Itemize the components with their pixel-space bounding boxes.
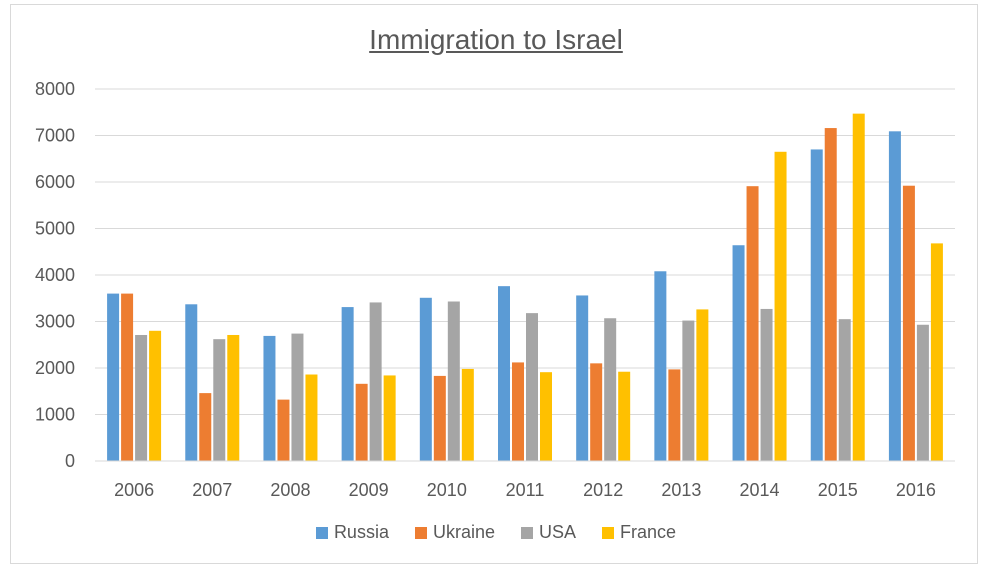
- x-tick-label: 2008: [270, 480, 310, 500]
- y-tick-label: 8000: [35, 79, 75, 99]
- bar-usa-2011: [526, 313, 538, 461]
- bar-france-2007: [227, 334, 240, 461]
- legend-swatch: [521, 526, 533, 539]
- bar-ukraine-2009: [355, 383, 368, 461]
- bar-france-2010: [461, 368, 474, 461]
- bar-france-2012: [618, 371, 631, 461]
- bar-ukraine-2010: [433, 375, 446, 461]
- x-tick-label: 2015: [818, 480, 858, 500]
- x-tick-label: 2012: [583, 480, 623, 500]
- bar-usa-2007: [213, 339, 226, 461]
- x-tick-label: 2014: [740, 480, 780, 500]
- bar-ukraine-2008: [277, 399, 290, 461]
- bar-france-2015: [852, 113, 865, 462]
- bar-usa-2009: [369, 302, 382, 461]
- bar-russia-2008: [263, 335, 276, 461]
- bar-france-2013: [696, 309, 709, 461]
- bar-france-2016: [930, 243, 943, 461]
- bar-russia-2010: [419, 297, 432, 461]
- legend-item-usa: USA: [521, 522, 576, 543]
- bar-usa-2013: [682, 320, 695, 461]
- bar-ukraine-2016: [902, 185, 915, 461]
- x-tick-label: 2006: [114, 480, 154, 500]
- legend-swatch: [414, 526, 427, 539]
- bar-russia-2007: [185, 304, 198, 461]
- x-tick-label: 2016: [896, 480, 936, 500]
- bar-ukraine-2015: [824, 128, 837, 461]
- bar-russia-2009: [341, 307, 354, 461]
- y-tick-label: 6000: [35, 172, 75, 192]
- bar-usa-2008: [291, 333, 304, 461]
- legend-item-ukraine: Ukraine: [414, 522, 495, 543]
- bar-france-2008: [305, 374, 318, 461]
- legend-label: Ukraine: [432, 522, 495, 542]
- y-tick-label: 0: [65, 451, 75, 471]
- bar-ukraine-2014: [746, 186, 759, 461]
- bar-ukraine-2011: [512, 362, 524, 461]
- bar-russia-2012: [576, 295, 589, 461]
- bar-ukraine-2006: [121, 293, 134, 461]
- bar-france-2006: [149, 330, 162, 461]
- bar-ukraine-2012: [590, 363, 603, 461]
- bar-usa-2010: [447, 301, 460, 461]
- bar-russia-2015: [810, 149, 823, 461]
- x-tick-label: 2013: [661, 480, 701, 500]
- legend-item-france: France: [602, 522, 676, 543]
- bar-russia-2006: [107, 293, 120, 461]
- y-tick-label: 2000: [35, 358, 75, 378]
- x-tick-label: 2009: [349, 480, 389, 500]
- chart-legend: Russia Ukraine USA France: [0, 522, 992, 543]
- y-tick-label: 7000: [35, 126, 75, 146]
- legend-label: USA: [539, 522, 577, 542]
- bar-usa-2015: [838, 319, 851, 461]
- bar-usa-2012: [604, 318, 617, 461]
- legend-item-russia: Russia: [315, 522, 389, 543]
- bar-russia-2011: [498, 286, 510, 461]
- legend-label: France: [620, 522, 677, 542]
- x-tick-label: 2011: [506, 480, 545, 500]
- bar-russia-2014: [732, 245, 745, 461]
- bar-usa-2016: [916, 324, 929, 461]
- bar-russia-2013: [654, 271, 667, 461]
- y-tick-label: 1000: [35, 405, 75, 425]
- bar-usa-2014: [760, 308, 773, 461]
- y-tick-label: 3000: [35, 312, 75, 332]
- bar-usa-2006: [135, 334, 148, 461]
- bar-france-2009: [383, 375, 396, 461]
- y-tick-label: 4000: [35, 265, 75, 285]
- bar-ukraine-2013: [668, 369, 681, 461]
- legend-swatch: [602, 526, 615, 539]
- bar-russia-2016: [888, 131, 901, 461]
- x-tick-label: 2010: [427, 480, 467, 500]
- bar-france-2014: [774, 151, 787, 461]
- chart-title: Immigration to Israel: [369, 24, 623, 55]
- y-tick-label: 5000: [35, 219, 75, 239]
- bar-france-2011: [540, 372, 552, 461]
- x-tick-label: 2007: [192, 480, 232, 500]
- bar-ukraine-2007: [199, 393, 212, 461]
- legend-swatch: [315, 526, 328, 539]
- legend-label: Russia: [333, 522, 389, 542]
